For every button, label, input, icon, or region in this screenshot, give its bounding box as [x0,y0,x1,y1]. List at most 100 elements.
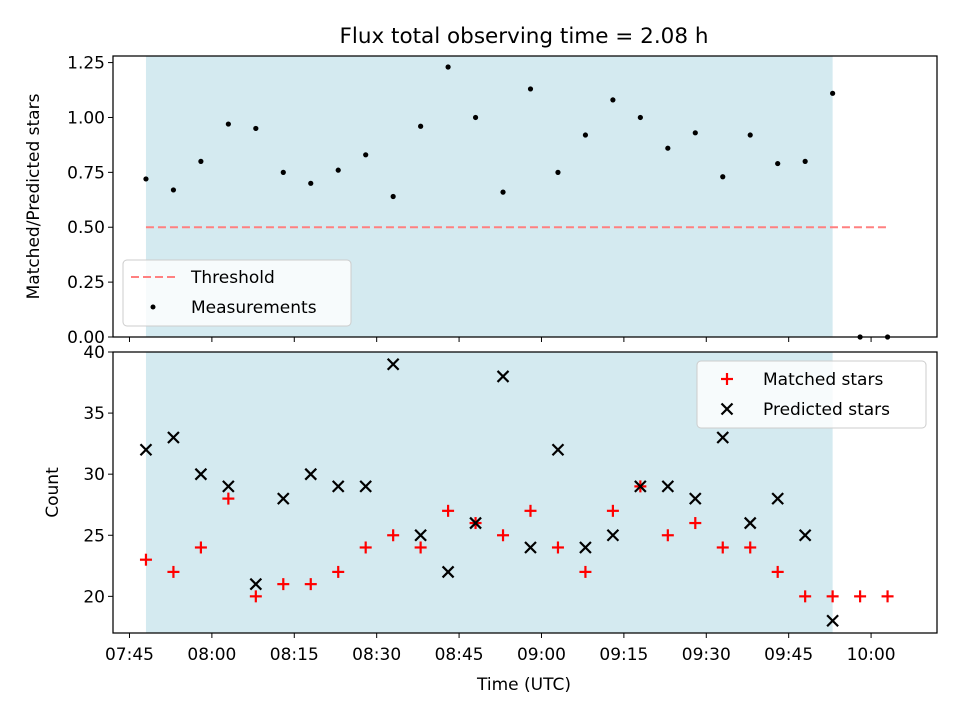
x-tick-label: 09:00 [517,645,566,665]
bottom-y-axis-label: Count [43,467,63,518]
matched-star-point [277,578,290,591]
matched-star-point [194,541,207,554]
predicted-star-point [414,528,427,542]
predicted-star-point [743,516,757,530]
bottom-y-tick-label: 20 [83,587,105,607]
bottom-y-tick-label: 25 [83,526,105,546]
measurement-point [582,132,589,138]
measurement-point [308,180,314,186]
measurement-point [665,145,671,151]
x-tick-label: 07:45 [105,645,154,665]
predicted-star-point [249,577,263,591]
predicted-star-point [716,431,730,444]
predicted-star-point [167,431,180,444]
matched-star-point [442,504,455,517]
top-panel: 0.00 0.25 0.50 0.75 1.00 1.25 Matched/Predict… [24,54,938,348]
predicted-star-point [496,370,510,383]
matched-star-point [524,504,537,517]
predicted-star-point [469,516,482,530]
predicted-star-point [551,443,565,457]
legend-matched-swatch [721,373,733,385]
bottom-legend-box [696,360,927,429]
matched-star-point [359,541,372,554]
legend-predicted-swatch [720,402,734,416]
x-tick-label: 08:45 [435,645,484,665]
predicted-star-point [277,492,290,505]
predicted-star-point [606,528,620,542]
x-tick-label: 09:15 [599,645,648,665]
matched-star-point [854,590,867,603]
x-tick-label: 08:00 [187,645,236,665]
measurement-point [143,176,149,182]
legend-matched-label: Matched stars [763,370,883,390]
measurement-point [775,160,781,167]
matched-star-point [606,504,619,517]
bottom-y-tick-label: 30 [83,465,105,485]
matched-star-point [414,541,427,554]
predicted-star-point [826,614,839,628]
predicted-star-point [139,443,153,457]
x-tick-label: 09:45 [764,645,813,665]
top-y-axis-label: Matched/Predicted stars [24,93,44,299]
top-y-tick-label: 0.00 [67,328,105,348]
matched-star-point [744,541,757,554]
matched-star-point [799,590,812,603]
measurement-point [527,86,534,92]
legend-measurements-label: Measurements [191,298,317,318]
top-y-tick-label: 0.50 [67,218,105,238]
measurement-point [720,174,726,180]
matched-star-point [771,565,784,578]
x-tick-label: 08:15 [270,645,319,665]
chart-title: Flux total observing time = 2.08 h [340,24,709,49]
matched-star-point [497,529,510,542]
matched-star-point [139,553,152,566]
predicted-star-point [689,492,702,505]
legend-measurements-swatch [150,304,156,310]
measurement-point [170,187,177,193]
top-plot-frame [112,55,938,338]
matched-star-point [689,517,702,530]
measurement-point [445,64,451,70]
measurement-point [747,132,753,138]
matched-star-point [222,492,235,505]
predicted-star-point [524,541,537,554]
predicted-star-point [661,480,675,493]
bottom-panel: 20 25 30 35 40 07:45 08:00 08:15 08:30 08:45 09:0… [43,343,938,695]
measurement-point [253,125,259,132]
predicted-star-point [579,541,592,554]
bottom-y-tick-label: 35 [83,404,105,424]
measurement-point [692,130,698,136]
measurement-point [390,193,396,200]
top-y-tick-label: 0.75 [67,163,105,183]
predicted-star-point [771,492,784,505]
matched-star-point [716,541,729,554]
predicted-star-point [331,480,345,493]
top-y-tick-label: 0.25 [67,273,105,293]
measurement-point [225,121,231,127]
matched-star-point [167,565,180,578]
measurement-point [335,167,341,173]
predicted-star-point [798,528,812,542]
predicted-star-point [194,467,208,481]
predicted-star-point [359,480,372,493]
measurement-point [830,90,836,96]
legend-predicted-label: Predicted stars [763,400,890,420]
measurement-point [198,158,204,164]
matched-star-point [387,529,400,542]
x-axis-label: Time (UTC) [476,675,571,695]
measurement-point [802,158,808,164]
top-legend-box [122,259,352,327]
matched-star-point [661,529,674,542]
measurement-point [555,169,561,175]
measurement-point [472,114,479,121]
matched-star-point [332,565,345,578]
x-tick-label: 10:00 [847,645,896,665]
predicted-star-point [222,480,235,493]
measurement-point [610,97,616,103]
top-y-tick-label: 1.00 [67,108,105,128]
measurement-point [418,123,424,129]
matched-star-point [579,565,592,578]
x-tick-label: 08:30 [352,645,401,665]
matched-star-point [249,590,262,603]
